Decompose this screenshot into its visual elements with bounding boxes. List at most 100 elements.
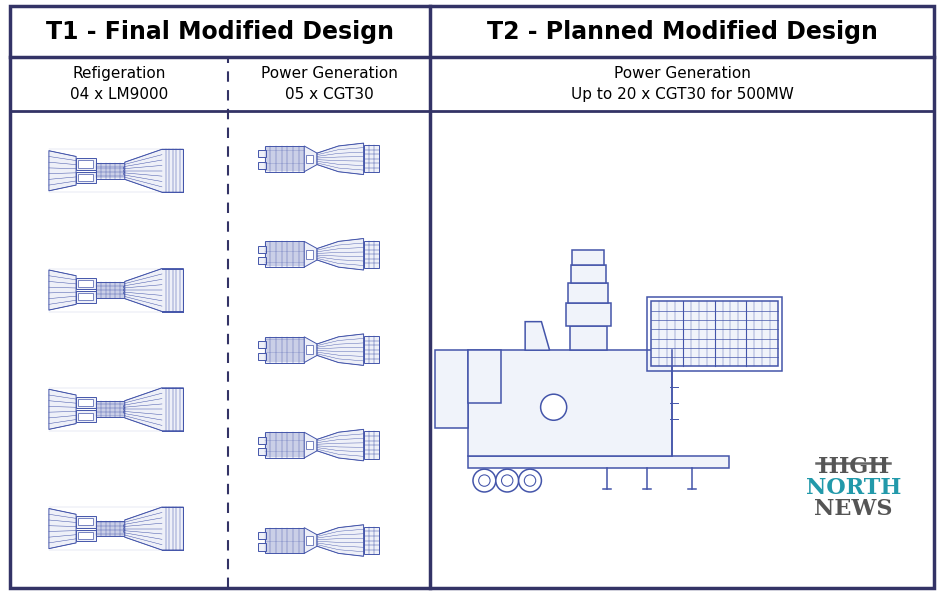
Bar — [76, 172, 96, 184]
Bar — [647, 297, 782, 371]
Polygon shape — [317, 429, 364, 461]
Bar — [572, 250, 604, 264]
Bar — [78, 399, 93, 406]
Bar — [258, 437, 266, 444]
Bar — [76, 277, 96, 289]
Bar — [265, 241, 304, 267]
Circle shape — [124, 286, 126, 289]
Bar — [78, 280, 93, 287]
Bar — [258, 150, 266, 157]
Bar — [76, 291, 96, 302]
Bar — [364, 431, 379, 459]
Bar — [265, 527, 304, 554]
Polygon shape — [317, 334, 364, 365]
Bar — [265, 432, 304, 458]
Circle shape — [519, 469, 541, 492]
Text: NEWS: NEWS — [814, 498, 893, 520]
Circle shape — [502, 475, 513, 486]
Bar — [306, 250, 312, 258]
Bar — [78, 532, 93, 539]
Circle shape — [124, 167, 126, 169]
Text: Power Generation
Up to 20 x CGT30 for 500MW: Power Generation Up to 20 x CGT30 for 50… — [570, 67, 794, 102]
Circle shape — [540, 394, 567, 421]
Bar — [258, 532, 266, 539]
Text: T1 - Final Modified Design: T1 - Final Modified Design — [46, 20, 394, 43]
Bar — [566, 303, 611, 326]
Polygon shape — [125, 149, 184, 192]
Circle shape — [124, 525, 126, 527]
Bar — [78, 293, 93, 301]
Bar — [306, 345, 312, 354]
Bar — [306, 441, 312, 450]
Circle shape — [124, 527, 126, 530]
Bar — [76, 530, 96, 541]
Bar — [76, 397, 96, 408]
Bar — [78, 174, 93, 181]
Bar — [468, 350, 501, 403]
Polygon shape — [125, 507, 184, 550]
Bar — [571, 264, 606, 283]
Bar — [96, 282, 125, 298]
Polygon shape — [125, 268, 184, 311]
Bar — [258, 448, 266, 455]
Bar — [78, 160, 93, 168]
Text: NORTH: NORTH — [806, 477, 901, 499]
Polygon shape — [49, 508, 76, 549]
Circle shape — [124, 289, 126, 291]
Bar — [258, 162, 266, 169]
Polygon shape — [304, 432, 317, 458]
Circle shape — [124, 405, 126, 407]
Bar — [568, 283, 608, 303]
Polygon shape — [304, 527, 317, 554]
Circle shape — [124, 172, 126, 175]
Bar — [306, 154, 312, 163]
Bar — [76, 410, 96, 422]
Bar — [468, 456, 729, 468]
Text: T2 - Planned Modified Design: T2 - Planned Modified Design — [487, 20, 878, 43]
Bar — [364, 146, 379, 172]
Bar — [78, 518, 93, 525]
Polygon shape — [317, 525, 364, 556]
Bar — [258, 257, 266, 264]
Bar — [265, 146, 304, 172]
Polygon shape — [317, 239, 364, 270]
Bar — [258, 544, 266, 551]
Bar — [76, 516, 96, 527]
Bar — [258, 353, 266, 360]
Polygon shape — [317, 143, 364, 175]
Circle shape — [124, 530, 126, 533]
Bar — [468, 350, 672, 456]
Polygon shape — [304, 146, 317, 172]
Polygon shape — [125, 388, 184, 431]
Polygon shape — [49, 389, 76, 429]
Bar — [76, 158, 96, 170]
Bar — [570, 326, 607, 350]
Bar — [96, 163, 125, 179]
Polygon shape — [525, 321, 550, 350]
Bar — [258, 246, 266, 253]
Bar — [258, 341, 266, 348]
Bar — [96, 402, 125, 417]
Bar — [652, 301, 778, 366]
Text: HIGH: HIGH — [818, 456, 889, 478]
Bar — [435, 350, 468, 428]
Bar — [265, 337, 304, 362]
Polygon shape — [304, 241, 317, 267]
Polygon shape — [49, 151, 76, 191]
Circle shape — [473, 469, 496, 492]
Bar — [364, 527, 379, 554]
Circle shape — [496, 469, 519, 492]
Circle shape — [524, 475, 536, 486]
Circle shape — [124, 411, 126, 413]
Bar — [364, 336, 379, 364]
Circle shape — [124, 169, 126, 172]
Bar — [364, 241, 379, 268]
Circle shape — [124, 408, 126, 410]
Circle shape — [478, 475, 490, 486]
Bar — [78, 412, 93, 420]
Polygon shape — [49, 270, 76, 310]
Circle shape — [124, 292, 126, 294]
Bar — [96, 521, 125, 536]
Text: Power Generation
05 x CGT30: Power Generation 05 x CGT30 — [261, 67, 398, 102]
Bar — [306, 536, 312, 545]
